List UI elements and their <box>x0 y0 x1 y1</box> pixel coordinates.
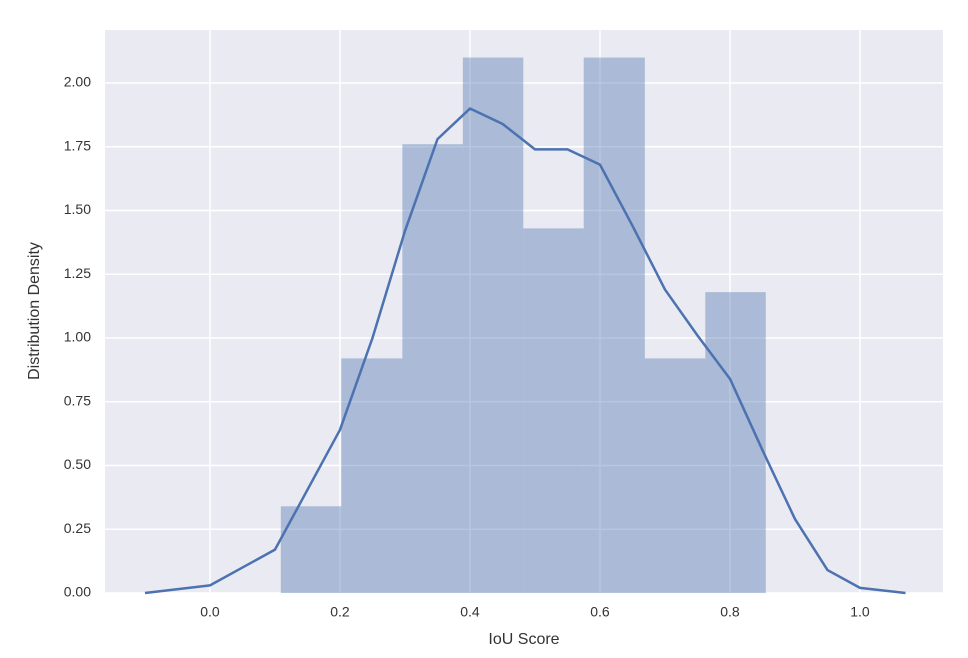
y-tick-label: 1.00 <box>64 329 91 345</box>
histogram-bar <box>462 57 524 594</box>
kde-line <box>144 107 906 595</box>
histogram-bar <box>644 358 706 593</box>
histogram-bar <box>523 228 584 593</box>
histogram-bar <box>705 292 766 593</box>
y-axis-label: Distribution Density <box>26 242 43 380</box>
x-tick-label: 1.0 <box>850 604 870 620</box>
x-tick-label: 0.8 <box>720 604 740 620</box>
histogram-bar <box>341 358 403 593</box>
y-tick-label: 0.75 <box>64 392 91 408</box>
x-axis-label: IoU Score <box>488 631 559 648</box>
y-tick-label: 0.25 <box>64 520 91 536</box>
y-tick-label: 1.50 <box>64 201 91 217</box>
y-tick-label: 1.25 <box>64 265 91 281</box>
y-tick-label: 1.75 <box>64 137 91 153</box>
y-tick-label: 0.00 <box>64 584 91 600</box>
x-tick-label: 0.4 <box>460 604 480 620</box>
x-tick-label: 0.6 <box>590 604 610 620</box>
y-tick-label: 2.00 <box>64 74 91 90</box>
y-tick-label: 0.50 <box>64 456 91 472</box>
histogram-bar <box>280 506 342 593</box>
histogram-bar <box>583 57 645 594</box>
histogram-bar <box>402 144 463 594</box>
x-tick-label: 0.0 <box>200 604 220 620</box>
plot-area <box>105 30 943 593</box>
x-tick-label: 0.2 <box>330 604 350 620</box>
